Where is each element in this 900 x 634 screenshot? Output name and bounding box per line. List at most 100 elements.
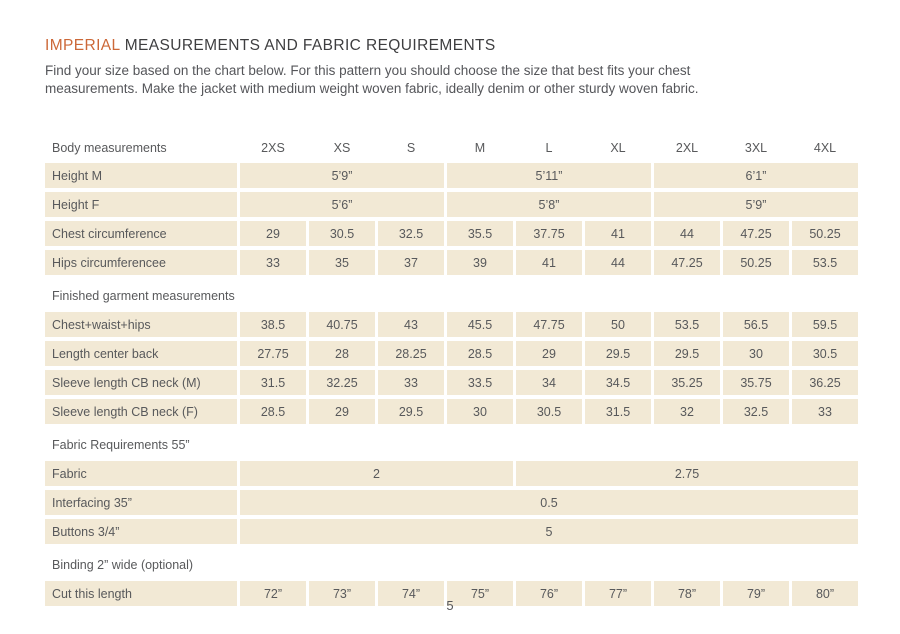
table-cell: 44 xyxy=(654,221,720,246)
size-column-headers: 2XS XS S M L XL 2XL 3XL 4XL xyxy=(240,141,858,155)
row-cells: 5’6” 5’8” 5’9” xyxy=(240,192,858,217)
row-cells: 72” 73” 74” 75” 76” 77” 78” 79” 80” xyxy=(240,581,858,606)
size-column-header-l: L xyxy=(545,141,553,155)
table-cell: 50.25 xyxy=(792,221,858,246)
row-label-fabric: Fabric xyxy=(45,461,237,486)
table-cell: 37.75 xyxy=(516,221,582,246)
table-cell: 2.75 xyxy=(516,461,858,486)
table-cell: 34 xyxy=(516,370,582,395)
table-cell: 32.25 xyxy=(309,370,375,395)
intro-line-1: Find your size based on the chart below.… xyxy=(45,63,691,78)
table-cell: 78” xyxy=(654,581,720,606)
table-cell: 5’6” xyxy=(240,192,444,217)
table-cell: 30.5 xyxy=(792,341,858,366)
table-cell: 5’9” xyxy=(240,163,444,188)
table-cell: 6’1” xyxy=(653,163,858,188)
table-cell: 43 xyxy=(378,312,444,337)
row-cells: 28.5 29 29.5 30 30.5 31.5 32 32.5 33 xyxy=(240,399,858,424)
size-column-header-s: S xyxy=(406,141,416,155)
table-cell: 36.25 xyxy=(792,370,858,395)
row-label-cut-this-length: Cut this length xyxy=(45,581,237,606)
table-cell: 80” xyxy=(792,581,858,606)
table-row-chest-circumference: Chest circumference 29 30.5 32.5 35.5 37.75 41… xyxy=(45,221,858,246)
row-label-chest-waist-hips: Chest+waist+hips xyxy=(45,312,237,337)
table-cell: 29 xyxy=(240,221,306,246)
table-row-length-center-back: Length center back 27.75 28 28.25 28.5 29 29.5… xyxy=(45,341,858,366)
table-row-fabric: Fabric 2 2.75 xyxy=(45,461,858,486)
table-cell: 33 xyxy=(240,250,306,275)
table-cell: 30.5 xyxy=(309,221,375,246)
table-cell: 44 xyxy=(585,250,651,275)
table-cell: 41 xyxy=(585,221,651,246)
row-cells: 2 2.75 xyxy=(240,461,858,486)
table-cell: 0.5 xyxy=(240,490,858,515)
row-cells: 27.75 28 28.25 28.5 29 29.5 29.5 30 30.5 xyxy=(240,341,858,366)
table-cell: 53.5 xyxy=(792,250,858,275)
table-cell: 33 xyxy=(378,370,444,395)
table-cell: 30.5 xyxy=(516,399,582,424)
row-label-hips-circumferencee: Hips circumferencee xyxy=(45,250,237,275)
table-cell: 37 xyxy=(378,250,444,275)
table-cell: 32 xyxy=(654,399,720,424)
row-label-buttons-3-4: Buttons 3/4” xyxy=(45,519,237,544)
table-cell: 31.5 xyxy=(585,399,651,424)
page-title-rest: MEASUREMENTS AND FABRIC REQUIREMENTS xyxy=(124,37,496,54)
size-column-header-xl: XL xyxy=(610,141,626,155)
table-cell: 41 xyxy=(516,250,582,275)
table-cell: 50.25 xyxy=(723,250,789,275)
table-cell: 5’11” xyxy=(446,163,651,188)
measurement-table: Body measurements 2XS XS S M L XL 2XL 3XL 4XL He… xyxy=(45,138,858,610)
table-cell: 28.5 xyxy=(240,399,306,424)
intro-line-2: measurements. Make the jacket with mediu… xyxy=(45,81,699,96)
row-label-interfacing-35: Interfacing 35” xyxy=(45,490,237,515)
table-cell: 59.5 xyxy=(792,312,858,337)
table-section-header-binding-2-wide-optional: Binding 2” wide (optional) xyxy=(52,557,194,572)
table-cell: 33.5 xyxy=(447,370,513,395)
table-cell: 2 xyxy=(240,461,513,486)
table-cell: 5’9” xyxy=(653,192,858,217)
row-cells: 5 xyxy=(240,519,858,544)
table-cell: 77” xyxy=(585,581,651,606)
table-cell: 30 xyxy=(723,341,789,366)
table-cell: 27.75 xyxy=(240,341,306,366)
table-cell: 39 xyxy=(447,250,513,275)
page-title-highlight: IMPERIAL xyxy=(45,37,120,54)
table-cell: 29.5 xyxy=(585,341,651,366)
table-cell: 76” xyxy=(516,581,582,606)
table-row-buttons-3-4: Buttons 3/4” 5 xyxy=(45,519,858,544)
table-row-hips-circumferencee: Hips circumferencee 33 35 37 39 41 44 47.25 50.2… xyxy=(45,250,858,275)
table-cell: 47.25 xyxy=(654,250,720,275)
size-column-header-4xl: 4XL xyxy=(813,141,837,155)
table-cell: 47.25 xyxy=(723,221,789,246)
table-cell: 50 xyxy=(585,312,651,337)
table-cell: 72” xyxy=(240,581,306,606)
table-cell: 73” xyxy=(309,581,375,606)
table-row-chest-waist-hips: Chest+waist+hips 38.5 40.75 43 45.5 47.75 50 53… xyxy=(45,312,858,337)
row-cells: 38.5 40.75 43 45.5 47.75 50 53.5 56.5 59.5 xyxy=(240,312,858,337)
table-row-sleeve-length-cb-neck-f: Sleeve length CB neck (F) 28.5 29 29.5 30 30.… xyxy=(45,399,858,424)
table-cell: 35 xyxy=(309,250,375,275)
table-cell: 29 xyxy=(516,341,582,366)
row-label-length-center-back: Length center back xyxy=(45,341,237,366)
row-cells: 31.5 32.25 33 33.5 34 34.5 35.25 35.75 36.25 xyxy=(240,370,858,395)
row-label-height-m: Height M xyxy=(45,163,237,188)
row-cells: 0.5 xyxy=(240,490,858,515)
size-column-header-m: M xyxy=(474,141,486,155)
table-cell: 35.5 xyxy=(447,221,513,246)
table-cell: 32.5 xyxy=(723,399,789,424)
table-cell: 75” xyxy=(447,581,513,606)
table-cell: 56.5 xyxy=(723,312,789,337)
table-cell: 30 xyxy=(447,399,513,424)
table-cell: 45.5 xyxy=(447,312,513,337)
table-cell: 28.25 xyxy=(378,341,444,366)
table-row-interfacing-35: Interfacing 35” 0.5 xyxy=(45,490,858,515)
page-title: IMPERIAL MEASUREMENTS AND FABRIC REQUIRE… xyxy=(45,37,835,55)
table-row-height-f: Height F 5’6” 5’8” 5’9” xyxy=(45,192,858,217)
table-cell: 38.5 xyxy=(240,312,306,337)
table-cell: 79” xyxy=(723,581,789,606)
row-cells: 33 35 37 39 41 44 47.25 50.25 53.5 xyxy=(240,250,858,275)
table-cell: 35.25 xyxy=(654,370,720,395)
row-label-height-f: Height F xyxy=(45,192,237,217)
table-cell: 35.75 xyxy=(723,370,789,395)
table-cell: 40.75 xyxy=(309,312,375,337)
